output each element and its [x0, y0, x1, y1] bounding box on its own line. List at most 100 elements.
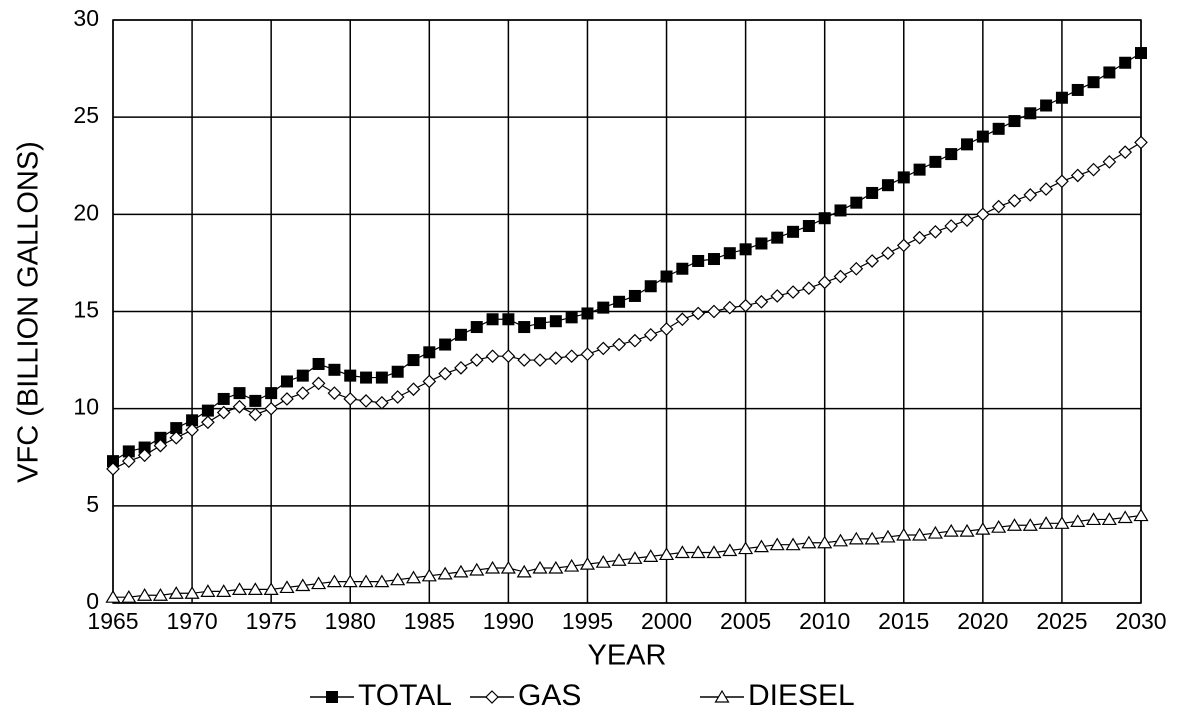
point — [565, 311, 578, 324]
point — [548, 351, 563, 365]
point — [517, 353, 532, 367]
series-line — [113, 514, 1142, 598]
point — [581, 307, 594, 320]
point — [548, 560, 564, 574]
point — [326, 574, 342, 588]
x-tick-label: 2005 — [720, 608, 771, 634]
legend-marker — [714, 689, 730, 703]
y-tick-label: 25 — [73, 102, 99, 128]
point — [1101, 512, 1117, 526]
point — [1024, 107, 1037, 120]
point — [107, 455, 119, 468]
point — [518, 321, 531, 334]
point — [311, 576, 327, 590]
point — [692, 254, 705, 267]
point — [516, 564, 532, 578]
point — [564, 558, 580, 572]
point — [755, 237, 768, 250]
point — [296, 369, 309, 382]
point — [137, 588, 153, 601]
point — [423, 346, 436, 359]
point — [864, 531, 880, 545]
point — [991, 199, 1006, 214]
point — [880, 529, 896, 543]
point — [927, 525, 943, 539]
point — [1039, 182, 1053, 196]
y-tick-label: 5 — [86, 491, 99, 517]
point — [1086, 512, 1102, 526]
point — [421, 568, 437, 582]
point — [375, 371, 388, 384]
point — [485, 560, 501, 574]
point — [738, 541, 754, 555]
point — [265, 387, 278, 400]
point — [723, 247, 736, 260]
y-tick-label: 0 — [86, 588, 99, 614]
point — [532, 560, 548, 574]
point — [674, 545, 690, 559]
point — [312, 357, 325, 370]
point — [216, 405, 231, 420]
y-tick-label: 15 — [73, 297, 99, 323]
point — [170, 422, 183, 435]
point — [1070, 514, 1086, 527]
point — [391, 365, 404, 378]
legend-label: TOTAL — [358, 679, 452, 712]
point — [485, 349, 500, 364]
point — [121, 589, 137, 603]
point — [280, 375, 293, 388]
point — [280, 392, 294, 406]
point — [1007, 193, 1022, 208]
x-tick-label: 1980 — [325, 608, 376, 634]
x-tick-label: 2000 — [641, 608, 692, 634]
point — [611, 553, 627, 566]
point — [1134, 135, 1148, 150]
point — [1040, 99, 1053, 112]
x-tick-label: 2015 — [878, 608, 929, 634]
point — [832, 533, 849, 547]
point — [502, 313, 515, 326]
point — [343, 392, 358, 406]
point — [754, 294, 769, 309]
point — [943, 523, 959, 537]
point — [975, 207, 990, 222]
legend-label: GAS — [518, 679, 581, 712]
point — [342, 574, 358, 588]
point — [549, 315, 562, 328]
point — [627, 551, 643, 564]
point — [866, 186, 879, 199]
point — [439, 338, 452, 351]
point — [992, 122, 1005, 135]
point — [327, 386, 342, 400]
point — [501, 349, 516, 364]
point — [945, 148, 958, 161]
point — [375, 395, 389, 410]
point — [912, 527, 928, 541]
point — [184, 586, 200, 599]
point — [470, 321, 483, 334]
y-axis-label: VFC (BILLION GALLONS) — [13, 141, 45, 483]
point — [848, 531, 864, 545]
point — [121, 454, 136, 468]
point — [153, 438, 168, 453]
legend-marker — [326, 691, 338, 703]
point — [185, 423, 199, 437]
point — [1008, 115, 1021, 128]
point — [533, 353, 547, 367]
point — [534, 317, 547, 330]
point — [1087, 76, 1100, 89]
plot-frame — [112, 19, 1142, 604]
point — [834, 204, 847, 217]
point — [1133, 508, 1149, 522]
point — [231, 582, 248, 595]
point — [168, 586, 184, 599]
point — [137, 448, 152, 463]
point — [865, 254, 879, 268]
x-tick-label: 2030 — [1115, 608, 1166, 634]
point — [358, 574, 374, 588]
point — [1102, 155, 1117, 169]
point — [1071, 83, 1084, 96]
point — [849, 261, 864, 276]
point — [691, 306, 706, 321]
point — [263, 582, 279, 595]
